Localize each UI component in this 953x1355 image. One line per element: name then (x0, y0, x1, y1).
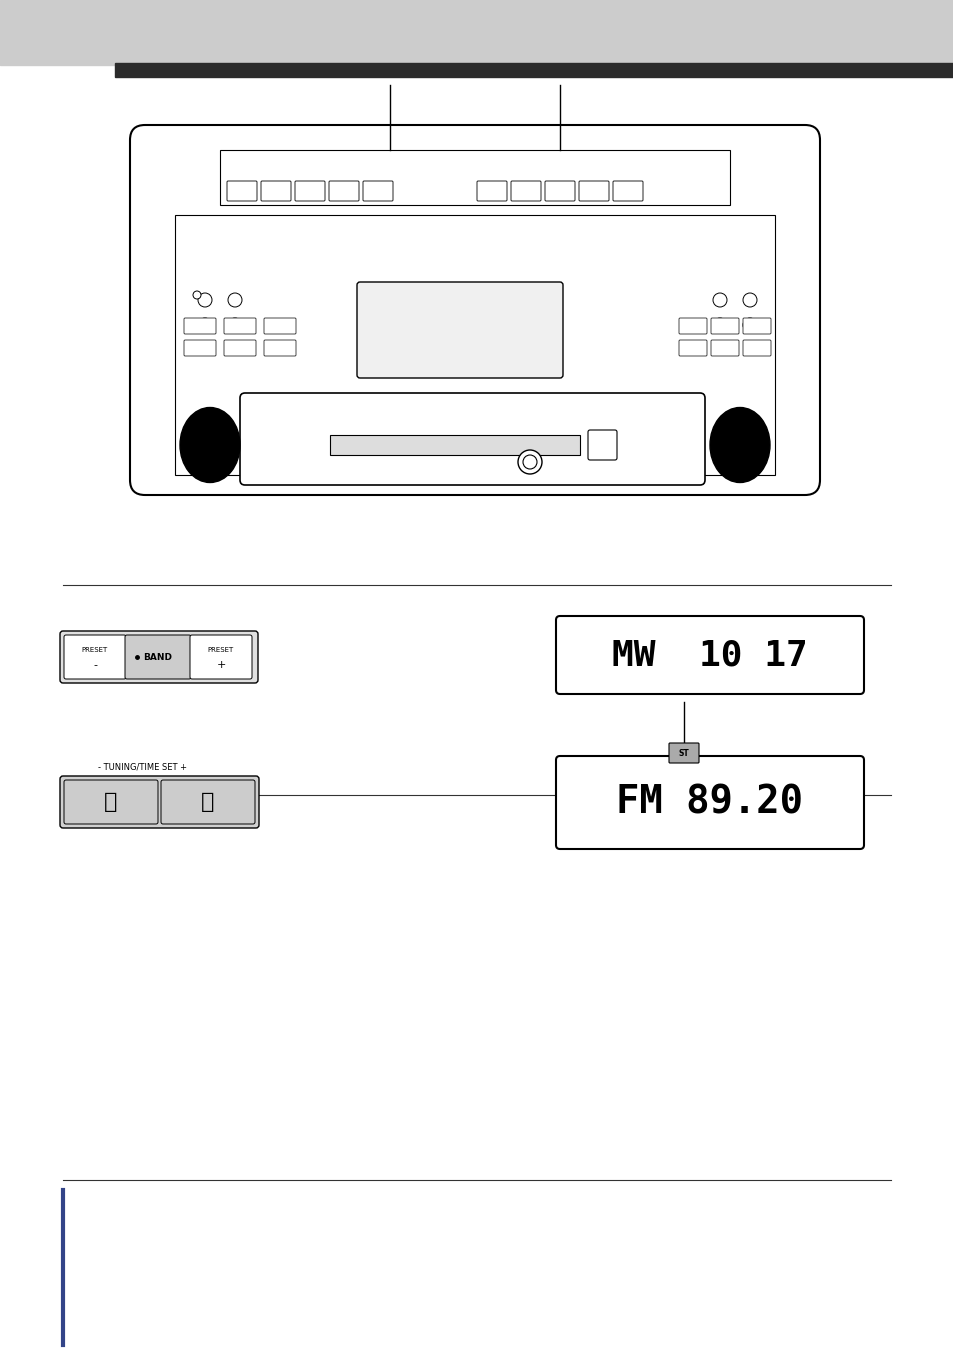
FancyBboxPatch shape (613, 182, 642, 201)
Circle shape (198, 318, 212, 332)
FancyBboxPatch shape (556, 617, 863, 694)
FancyBboxPatch shape (190, 635, 252, 679)
FancyBboxPatch shape (356, 282, 562, 378)
Circle shape (712, 293, 726, 308)
Ellipse shape (180, 408, 240, 482)
FancyBboxPatch shape (544, 182, 575, 201)
FancyBboxPatch shape (64, 635, 126, 679)
Circle shape (228, 293, 242, 308)
FancyBboxPatch shape (60, 631, 257, 683)
FancyBboxPatch shape (363, 182, 393, 201)
FancyBboxPatch shape (261, 182, 291, 201)
Circle shape (193, 291, 201, 299)
Circle shape (522, 455, 537, 469)
Text: +: + (216, 660, 226, 669)
Text: - TUNING/TIME SET +: - TUNING/TIME SET + (98, 763, 188, 771)
Bar (220, 150, 729, 205)
FancyBboxPatch shape (679, 318, 706, 333)
FancyBboxPatch shape (264, 318, 295, 333)
FancyBboxPatch shape (227, 182, 256, 201)
Circle shape (228, 318, 242, 332)
FancyBboxPatch shape (679, 340, 706, 356)
Text: FM 89.20: FM 89.20 (616, 783, 802, 821)
Text: MW  10 17: MW 10 17 (612, 638, 807, 672)
Text: BAND: BAND (143, 653, 172, 661)
FancyBboxPatch shape (184, 340, 215, 356)
Circle shape (198, 293, 212, 308)
Text: PRESET: PRESET (82, 646, 108, 653)
Circle shape (742, 318, 757, 332)
Circle shape (712, 318, 726, 332)
FancyBboxPatch shape (578, 182, 608, 201)
Bar (174, 215, 774, 476)
FancyBboxPatch shape (264, 340, 295, 356)
FancyBboxPatch shape (742, 340, 770, 356)
FancyBboxPatch shape (60, 776, 258, 828)
Text: ⏭: ⏭ (201, 793, 214, 812)
FancyBboxPatch shape (476, 182, 506, 201)
FancyBboxPatch shape (556, 756, 863, 850)
Bar (0, 0, 953, 65)
FancyBboxPatch shape (329, 182, 358, 201)
Bar (115, 62, 953, 77)
FancyBboxPatch shape (224, 318, 255, 333)
Circle shape (517, 450, 541, 474)
Bar (330, 435, 579, 455)
Ellipse shape (709, 408, 769, 482)
FancyBboxPatch shape (742, 318, 770, 333)
FancyBboxPatch shape (224, 340, 255, 356)
FancyBboxPatch shape (710, 340, 739, 356)
FancyBboxPatch shape (668, 743, 699, 763)
FancyBboxPatch shape (294, 182, 325, 201)
FancyBboxPatch shape (184, 318, 215, 333)
FancyBboxPatch shape (130, 125, 820, 495)
Text: ⏮: ⏮ (104, 793, 117, 812)
Circle shape (742, 293, 757, 308)
Text: PRESET: PRESET (208, 646, 233, 653)
FancyBboxPatch shape (240, 393, 704, 485)
FancyBboxPatch shape (511, 182, 540, 201)
FancyBboxPatch shape (125, 635, 191, 679)
Text: -: - (92, 660, 97, 669)
Text: ST: ST (678, 748, 689, 757)
FancyBboxPatch shape (587, 430, 617, 459)
FancyBboxPatch shape (161, 780, 254, 824)
FancyBboxPatch shape (710, 318, 739, 333)
FancyBboxPatch shape (64, 780, 158, 824)
